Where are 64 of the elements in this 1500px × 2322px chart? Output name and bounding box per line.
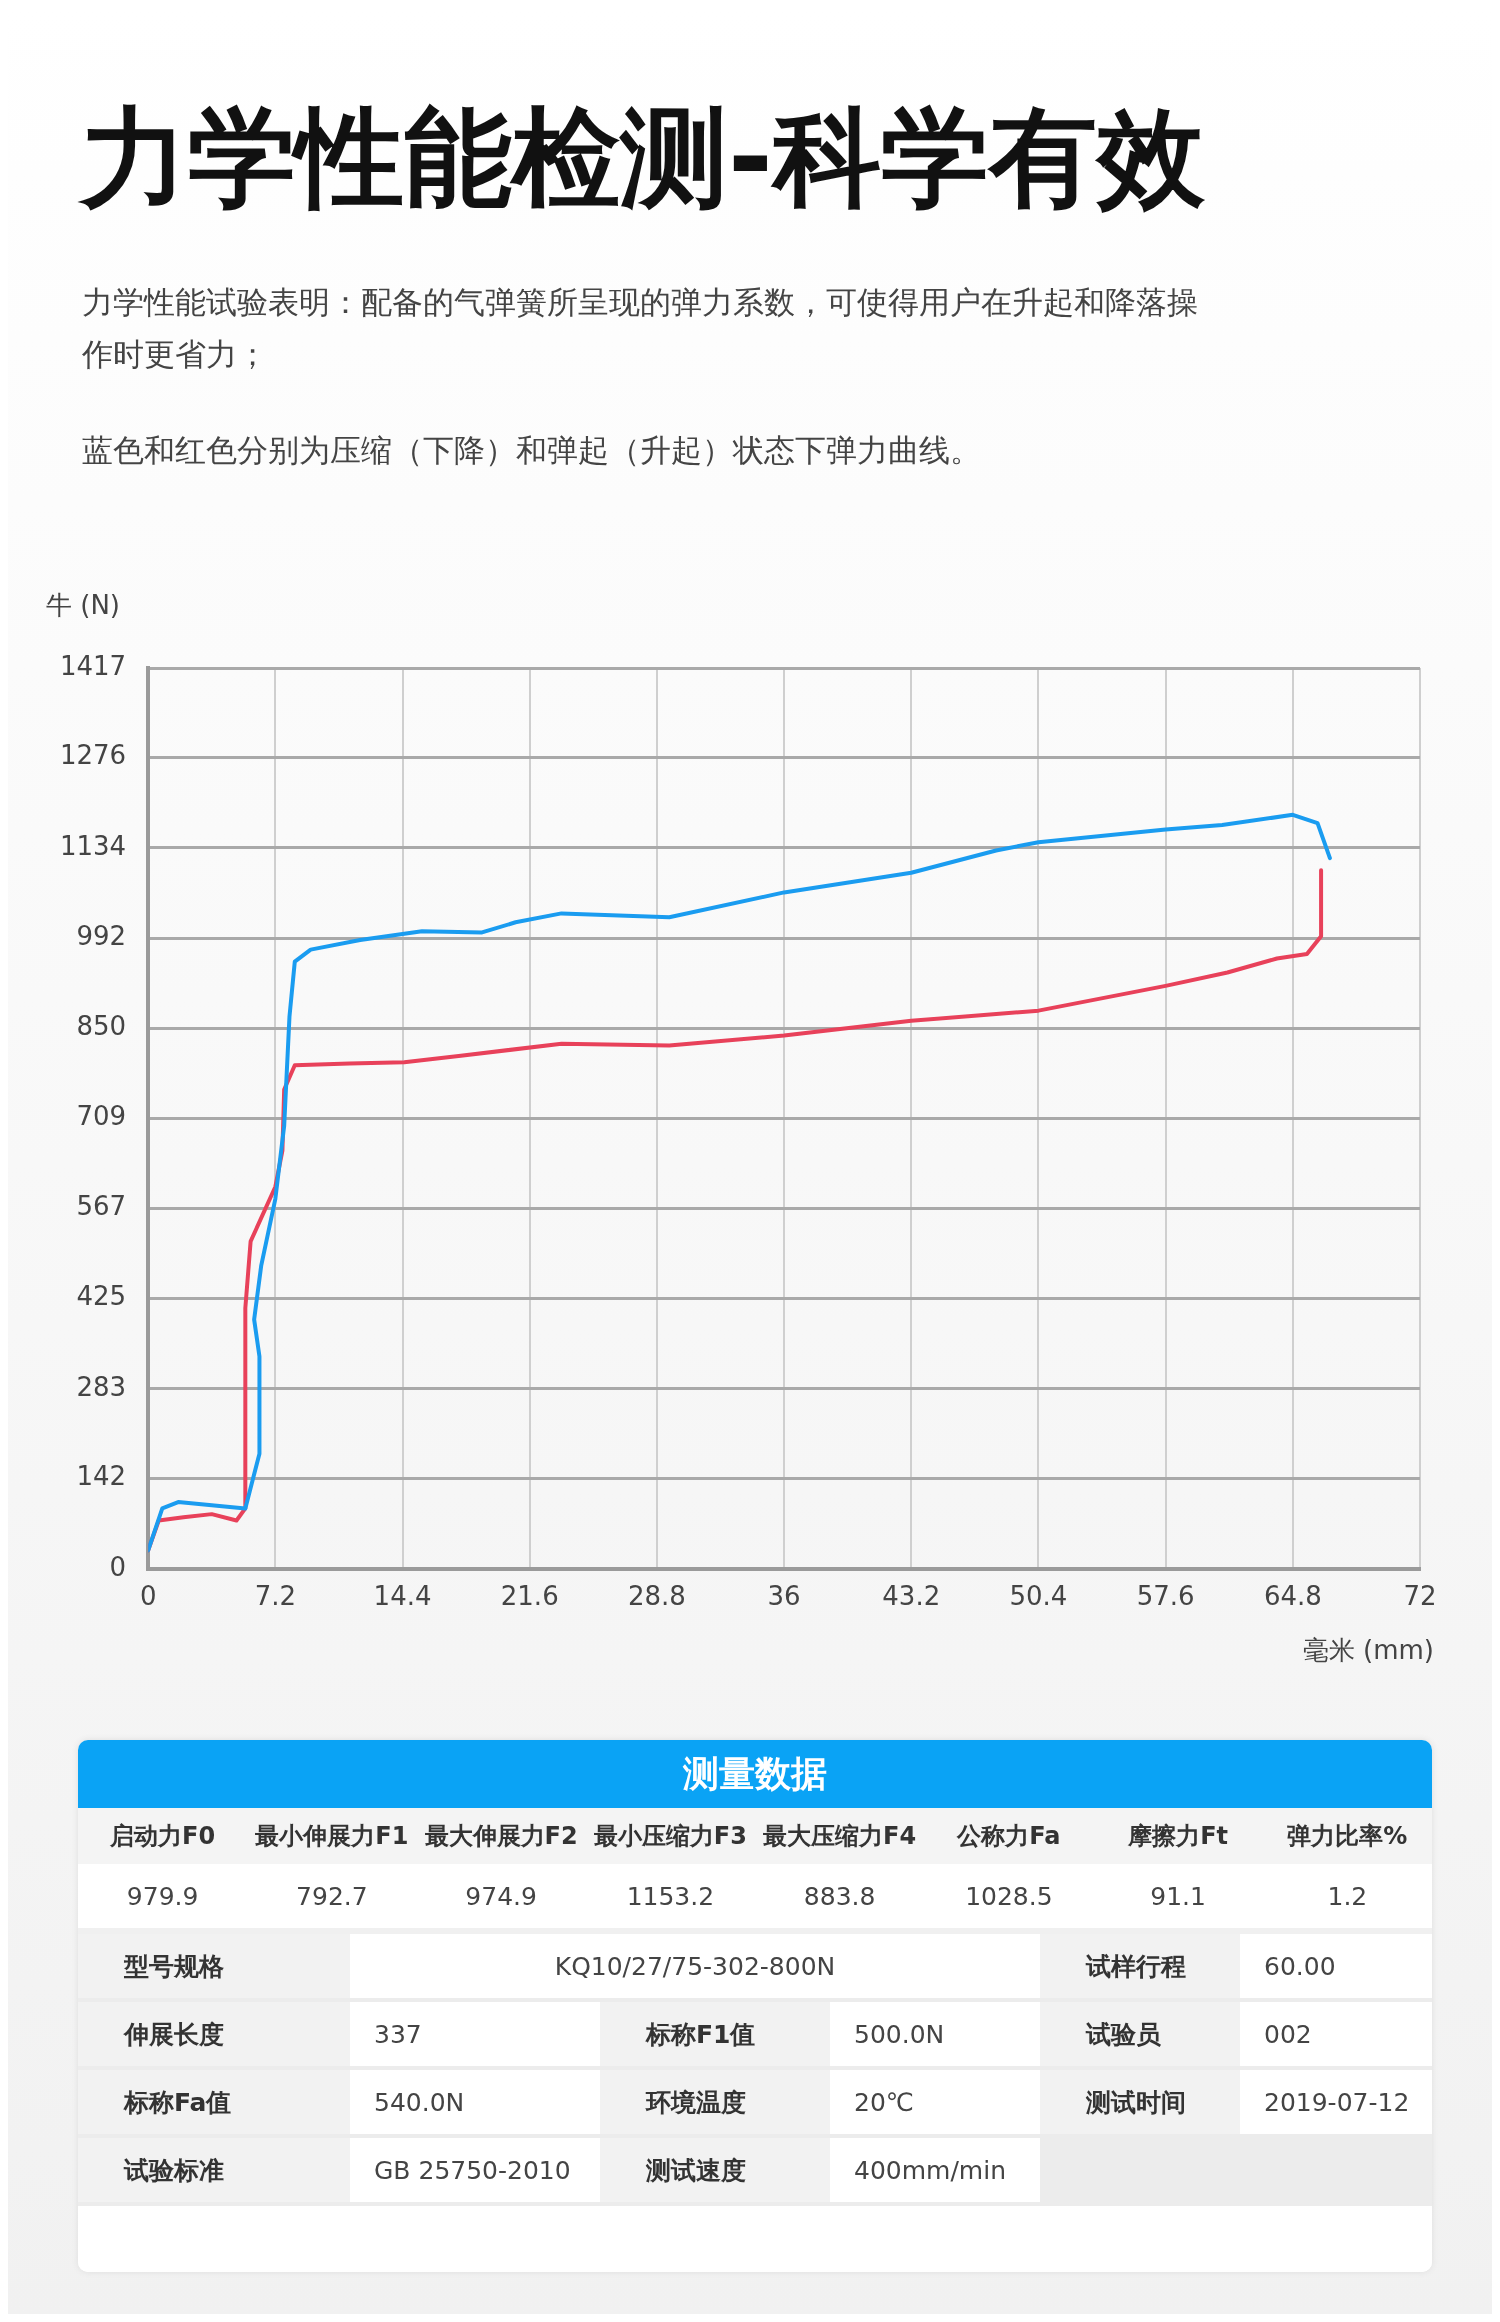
x-tick-label: 43.2: [882, 1581, 941, 1612]
text: 环境温度: [600, 2070, 830, 2134]
y-tick-label: 992: [76, 920, 127, 951]
text: 标称Fa值: [78, 2070, 350, 2134]
x-tick-label: 57.6: [1136, 1581, 1195, 1612]
y-tick-label: 1417: [60, 650, 127, 681]
x-tick-label: 36: [767, 1581, 801, 1612]
text: 91.1: [1149, 1881, 1207, 1911]
text: 1153.2: [625, 1881, 716, 1911]
text: 启动力F0: [109, 1821, 217, 1852]
text: 002: [1240, 2002, 1432, 2066]
y-tick-label: 567: [76, 1191, 127, 1222]
text: 公称力Fa: [955, 1821, 1062, 1852]
text: 2019-07-12: [1240, 2070, 1432, 2134]
x-axis-title: 毫米 (mm): [1302, 1634, 1434, 1665]
x-tick-label: 7.2: [254, 1581, 297, 1612]
chart-title: 力学性能检测-科学有效: [80, 94, 1205, 222]
text: 337: [350, 2002, 600, 2066]
text: 20℃: [830, 2070, 1040, 2134]
x-tick-label: 64.8: [1263, 1581, 1322, 1612]
text: 型号规格: [78, 1934, 350, 1998]
text: GB 25750-2010: [350, 2138, 600, 2202]
text: KQ10/27/75-302-800N: [350, 1934, 1040, 1998]
text: 伸展长度: [78, 2002, 350, 2066]
text: 400mm/min: [830, 2138, 1040, 2202]
y-axis-title: 牛 (N): [46, 589, 121, 620]
text: 883.8: [802, 1881, 877, 1911]
y-tick-label: 850: [76, 1011, 127, 1042]
text: 974.9: [464, 1881, 538, 1911]
y-tick-label: 1276: [60, 740, 127, 771]
x-tick-label: 0: [139, 1581, 157, 1612]
text: 蓝色和红色分别为压缩（下降）和弹起（升起）状态下弹力曲线。: [82, 431, 981, 470]
text: 最小压缩力F3: [592, 1821, 748, 1852]
x-tick-label: 50.4: [1009, 1581, 1068, 1612]
text: 最小伸展力F1: [254, 1821, 410, 1852]
text: 最大压缩力F4: [762, 1821, 918, 1852]
text: 500.0N: [830, 2002, 1040, 2066]
text: 979.9: [125, 1881, 200, 1911]
text: 测量数据: [78, 1740, 1432, 1808]
text: 弹力比率%: [1286, 1821, 1409, 1852]
text: 最大伸展力F2: [423, 1821, 579, 1852]
text: 试样行程: [1040, 1934, 1240, 1998]
text: 60.00: [1240, 1934, 1432, 1998]
text: 试验标准: [78, 2138, 350, 2202]
y-tick-label: 709: [76, 1100, 127, 1131]
text: 测试速度: [600, 2138, 830, 2202]
text: 1.2: [1326, 1881, 1369, 1911]
x-tick-label: 28.8: [627, 1581, 686, 1612]
text: 摩擦力Ft: [1127, 1821, 1230, 1852]
y-tick-label: 425: [76, 1281, 127, 1312]
text: 540.0N: [350, 2070, 600, 2134]
text: 标称F1值: [600, 2002, 830, 2066]
x-tick-label: 72: [1403, 1581, 1437, 1612]
y-tick-label: 1134: [60, 830, 127, 861]
y-tick-label: 0: [109, 1551, 127, 1582]
chart-subtitle: 力学性能试验表明：配备的气弹簧所呈现的弹力系数，可使得用户在升起和降落操作时更省力；: [82, 283, 1199, 374]
text: 试验员: [1040, 2002, 1240, 2066]
text: 1028.5: [964, 1881, 1054, 1911]
text: 792.7: [295, 1881, 369, 1911]
x-tick-label: 14.4: [373, 1581, 432, 1612]
x-tick-label: 21.6: [500, 1581, 559, 1612]
y-tick-label: 142: [76, 1461, 127, 1492]
y-tick-label: 283: [76, 1371, 127, 1402]
text: 测试时间: [1040, 2070, 1240, 2134]
